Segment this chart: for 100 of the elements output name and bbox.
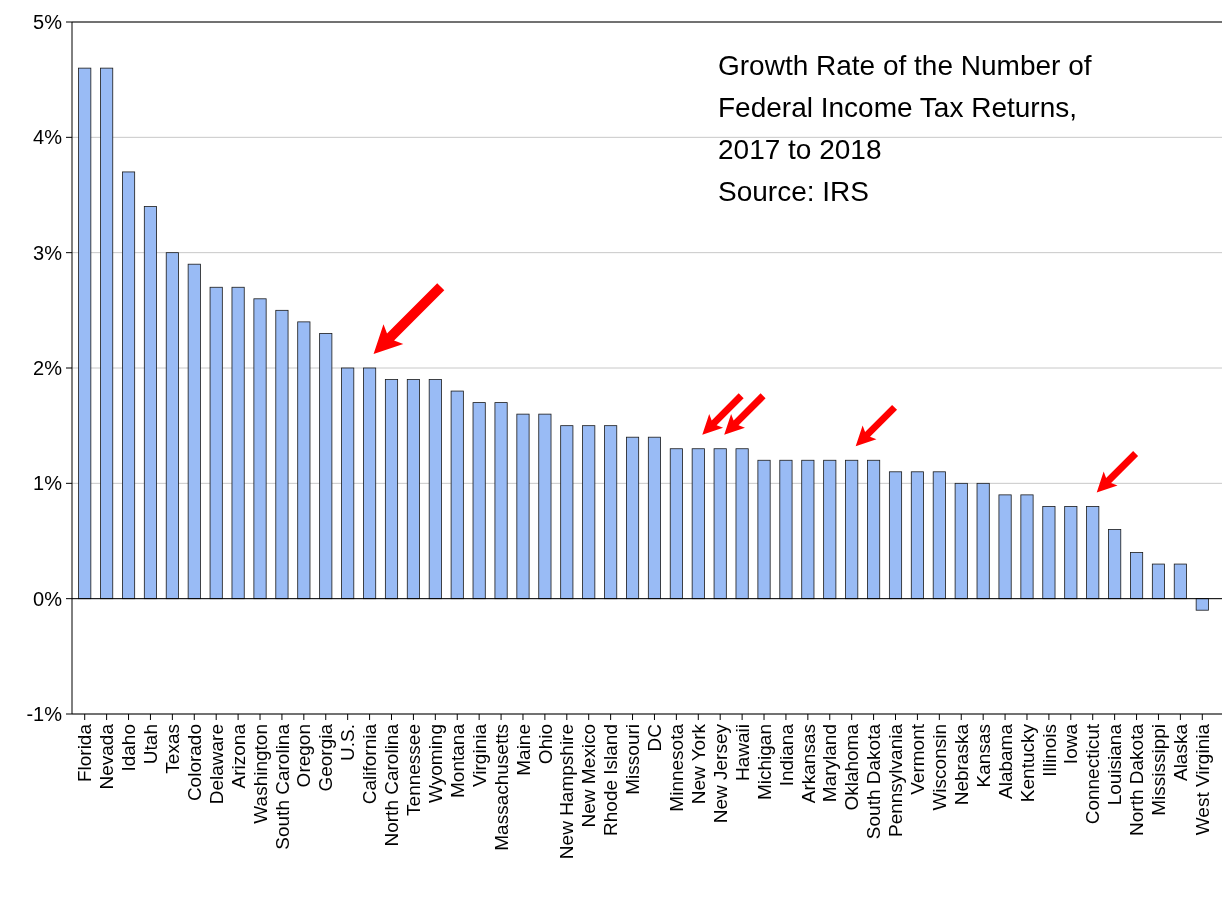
x-tick-label: Rhode Island xyxy=(600,724,622,836)
x-tick-label: Delaware xyxy=(205,724,227,805)
x-tick-label: Vermont xyxy=(907,723,929,795)
x-tick-label: Nevada xyxy=(96,723,118,790)
bar xyxy=(1086,506,1100,600)
x-tick-label: South Carolina xyxy=(271,723,293,850)
bar xyxy=(450,390,464,600)
bar xyxy=(494,402,508,600)
x-tick-label: Nebraska xyxy=(950,723,972,806)
x-tick-label: Indiana xyxy=(775,723,797,787)
x-tick-label: Illinois xyxy=(1038,724,1060,777)
x-tick-label: Oregon xyxy=(293,724,315,788)
bar xyxy=(100,67,114,600)
bar xyxy=(888,471,903,600)
x-tick-label: Wyoming xyxy=(424,724,446,804)
x-tick-label: New Hampshire xyxy=(556,724,578,860)
x-tick-label: Maine xyxy=(512,724,534,776)
bar xyxy=(297,321,311,600)
bar xyxy=(604,425,618,600)
x-tick-label: Louisiana xyxy=(1104,723,1126,806)
x-tick-label: Idaho xyxy=(118,724,140,772)
bar xyxy=(428,379,442,600)
x-tick-label: Alabama xyxy=(994,723,1016,799)
x-tick-label: Connecticut xyxy=(1082,723,1104,825)
bar xyxy=(713,448,727,600)
x-tick-label: California xyxy=(359,723,381,805)
bar xyxy=(779,459,793,600)
x-tick-label: Utah xyxy=(140,724,162,765)
text: Growth Rate of the Number of Federal Income Tax Returns, 2017 to 2018 xyxy=(718,50,1092,165)
x-tick-label: New York xyxy=(687,723,709,805)
bar xyxy=(1195,598,1209,611)
x-tick-label: New Jersey xyxy=(709,723,731,824)
y-tick-label: 5% xyxy=(33,11,63,33)
y-tick-label: -1% xyxy=(26,703,63,725)
y-tick-label: 0% xyxy=(33,587,63,610)
bar xyxy=(582,425,596,600)
bar xyxy=(669,448,683,600)
x-tick-label: U.S. xyxy=(337,724,359,761)
bar xyxy=(626,436,640,600)
bar xyxy=(406,379,420,600)
bar xyxy=(1130,552,1144,600)
bar xyxy=(231,286,245,600)
bar xyxy=(823,459,837,600)
bar xyxy=(691,448,705,600)
x-tick-label: New Mexico xyxy=(578,724,600,828)
x-tick-label: Washington xyxy=(249,724,271,824)
x-tick-label: Arkansas xyxy=(797,724,819,804)
x-tick-label: Oklahoma xyxy=(841,723,863,811)
bar xyxy=(472,402,486,600)
bar xyxy=(954,482,968,600)
y-tick-label: 3% xyxy=(33,241,63,264)
bar xyxy=(976,482,990,600)
x-tick-label: Massachusetts xyxy=(490,724,512,851)
bar xyxy=(143,206,157,600)
x-tick-label: South Dakota xyxy=(863,723,885,840)
x-tick-label: Ohio xyxy=(534,724,556,765)
x-tick-label: Minnesota xyxy=(666,723,688,812)
x-tick-label: Texas xyxy=(162,724,184,774)
x-tick-label: Maryland xyxy=(819,724,841,803)
x-tick-label: Montana xyxy=(446,723,468,798)
bar xyxy=(910,471,924,600)
y-tick-label: 2% xyxy=(33,357,63,379)
x-tick-label: Wisconsin xyxy=(928,724,950,811)
bar xyxy=(319,333,333,600)
x-tick-label: Missouri xyxy=(622,724,644,795)
bar xyxy=(647,436,661,600)
bar xyxy=(735,448,749,600)
x-tick-label: Tennessee xyxy=(403,724,425,816)
bar xyxy=(187,263,201,600)
x-tick-label: Kentucky xyxy=(1016,723,1038,803)
bar xyxy=(1108,529,1122,600)
bar xyxy=(78,67,92,600)
x-tick-label: North Carolina xyxy=(381,723,403,847)
bar xyxy=(867,459,881,600)
x-tick-label: Alaska xyxy=(1170,723,1192,782)
annotation: Source: IRS xyxy=(718,176,869,207)
bar xyxy=(560,425,574,600)
x-tick-label: Hawaii xyxy=(731,724,753,782)
x-tick-label: Florida xyxy=(74,723,96,783)
x-tick-label: Virginia xyxy=(468,723,490,788)
bar xyxy=(253,298,267,600)
bar xyxy=(1064,506,1078,600)
x-tick-label: Colorado xyxy=(183,724,205,802)
x-tick-label: Iowa xyxy=(1060,723,1082,765)
bar xyxy=(845,459,859,600)
bar xyxy=(932,471,946,600)
x-tick-label: West Virginia xyxy=(1191,723,1213,836)
bar xyxy=(1020,494,1034,600)
bar xyxy=(516,413,530,600)
bar xyxy=(341,367,355,600)
bar xyxy=(1173,563,1187,600)
bar xyxy=(209,286,223,600)
x-tick-label: Arizona xyxy=(227,723,249,789)
bar xyxy=(122,171,136,600)
bar xyxy=(757,459,771,600)
bar xyxy=(538,413,552,600)
y-tick-label: 4% xyxy=(33,126,63,149)
bar xyxy=(801,459,815,600)
x-tick-label: Pennsylvania xyxy=(885,723,907,838)
bar xyxy=(165,252,179,600)
